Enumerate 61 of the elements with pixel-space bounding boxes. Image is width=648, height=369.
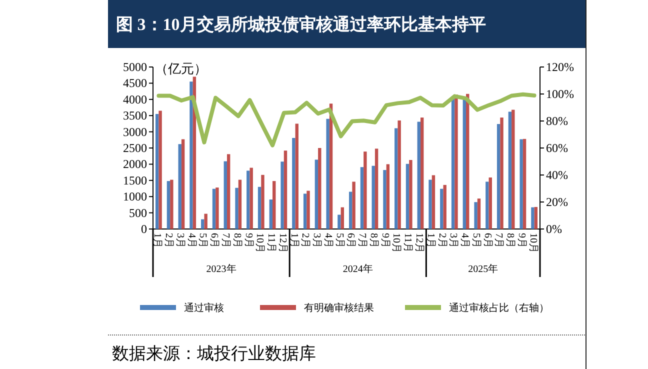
y-tick-label: 5000 <box>123 60 147 74</box>
x-tick-label: 7月 <box>493 233 504 248</box>
y-tick-label: 2000 <box>123 157 147 172</box>
y-tick-label: 3500 <box>123 108 147 123</box>
x-tick-label: 4月 <box>459 233 470 248</box>
y-axis-title: （亿元） <box>155 61 207 76</box>
legend-label: 有明确审核结果 <box>304 302 374 314</box>
x-tick-label: 11月 <box>402 233 414 253</box>
x-tick-label: 9月 <box>516 233 527 248</box>
text: 2025年 <box>468 263 498 275</box>
x-tick-label: 6月 <box>482 233 493 248</box>
x-tick-label: 8月 <box>368 233 379 248</box>
x-tick-label: 2月 <box>163 233 174 248</box>
x-tick-label: 7月 <box>356 233 368 248</box>
x-tick-label: 2月 <box>300 233 311 248</box>
x-tick-label: 9月 <box>379 233 390 248</box>
x-tick-label: 1月 <box>152 233 163 248</box>
x-tick-label: 5月 <box>334 233 345 248</box>
x-tick-label: 3月 <box>174 233 186 248</box>
y2-tick-label: 80% <box>546 114 568 128</box>
x-tick-label: 6月 <box>208 233 220 248</box>
y2-tick-label: 120% <box>546 60 574 74</box>
legend-label: 通过审核 <box>184 302 224 314</box>
x-tick-label: 12月 <box>413 233 424 253</box>
y-tick-label: 500 <box>129 206 147 220</box>
y-tick-label: 4500 <box>123 76 147 90</box>
y-tick-label: 2500 <box>123 141 147 155</box>
x-tick-label: 6月 <box>345 233 356 248</box>
x-tick-label: 10月 <box>527 233 538 253</box>
x-tick-label: 5月 <box>470 233 482 248</box>
x-tick-label: 3月 <box>311 233 322 248</box>
x-tick-label: 9月 <box>242 233 254 248</box>
text: 2023年 <box>206 263 236 275</box>
x-tick-label: 5月 <box>197 233 208 248</box>
y2-tick-label: 40% <box>546 168 568 182</box>
x-tick-label: 7月 <box>220 233 231 248</box>
x-tick-label: 1月 <box>288 233 300 248</box>
y-tick-label: 4000 <box>123 92 147 106</box>
chart-title: 图 3：10月交易所城投债审核通过率环比基本持平 <box>116 15 486 34</box>
y-tick-label: 1000 <box>123 190 147 204</box>
text: 2024年 <box>342 263 373 275</box>
x-tick-label: 10月 <box>254 233 266 253</box>
x-tick-label: 2月 <box>436 233 448 248</box>
x-tick-label: 8月 <box>504 233 516 248</box>
legend-label: 通过审核占比（右轴） <box>449 302 549 314</box>
y2-tick-label: 100% <box>546 87 574 101</box>
y2-tick-label: 0% <box>546 222 562 236</box>
y-tick-label: 0 <box>141 222 147 236</box>
x-tick-label: 8月 <box>231 233 242 248</box>
x-tick-label: 4月 <box>186 233 197 248</box>
x-tick-label: 1月 <box>424 233 436 248</box>
y2-tick-label: 60% <box>546 141 568 155</box>
x-tick-label: 12月 <box>276 233 288 253</box>
x-tick-label: 4月 <box>322 233 334 248</box>
y-tick-label: 1500 <box>123 173 147 188</box>
x-tick-label: 10月 <box>390 233 402 253</box>
y-tick-label: 3000 <box>123 124 147 139</box>
x-tick-label: 3月 <box>448 233 459 248</box>
x-tick-label: 11月 <box>266 233 277 253</box>
y2-tick-label: 20% <box>546 195 568 209</box>
source-note: 数据来源：城投行业数据库 <box>112 344 316 363</box>
